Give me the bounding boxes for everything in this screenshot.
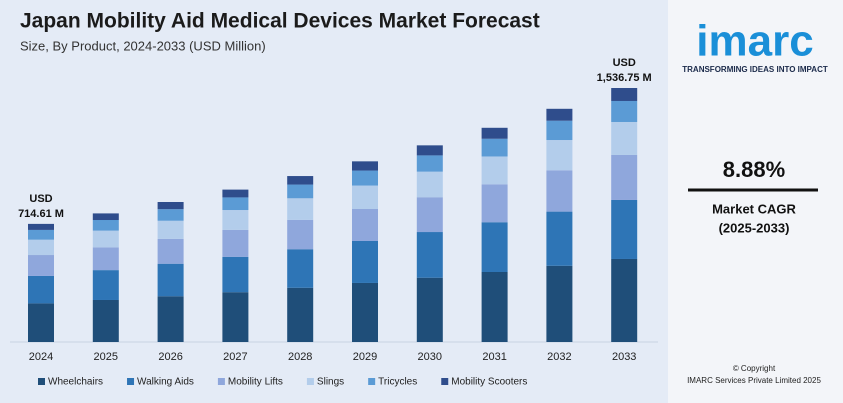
legend-label: Walking Aids bbox=[137, 377, 194, 388]
bar-segment bbox=[157, 296, 184, 342]
legend-label: Mobility Lifts bbox=[228, 377, 283, 388]
chart-subtitle: Size, By Product, 2024-2033 (USD Million… bbox=[20, 38, 266, 53]
legend-swatch bbox=[306, 378, 314, 385]
tagline: TRANSFORMING IDEAS INTO IMPACT bbox=[682, 65, 828, 74]
bar-segment bbox=[92, 270, 119, 300]
bar-segment bbox=[546, 170, 573, 212]
bar-segment bbox=[28, 223, 54, 230]
bar-segment bbox=[222, 292, 249, 342]
bar-segment bbox=[352, 282, 378, 342]
bar-segment bbox=[287, 219, 314, 250]
bar-segment bbox=[157, 202, 184, 210]
bar-segment bbox=[157, 238, 184, 264]
bar-segment bbox=[352, 170, 378, 186]
bar-segment bbox=[287, 249, 314, 288]
bar-segment bbox=[546, 265, 573, 342]
legend-swatch bbox=[38, 378, 45, 385]
bar-segment bbox=[416, 171, 443, 198]
x-tick-label: 2027 bbox=[223, 351, 247, 363]
total-label: 1,536.75 M bbox=[597, 72, 652, 84]
sidebar-background bbox=[668, 0, 843, 403]
bar-segment bbox=[546, 140, 573, 171]
bar-segment bbox=[287, 184, 314, 199]
bar-segment bbox=[481, 184, 508, 223]
bar-segment bbox=[416, 197, 443, 233]
legend-swatch bbox=[368, 378, 376, 385]
bar-segment bbox=[222, 189, 249, 198]
bar-segment bbox=[28, 275, 54, 304]
x-tick-label: 2026 bbox=[158, 351, 182, 363]
bar-segment bbox=[222, 229, 249, 257]
bar-segment bbox=[611, 199, 638, 259]
bar-segment bbox=[481, 127, 508, 139]
legend-swatch bbox=[127, 378, 135, 385]
legend-swatch bbox=[441, 378, 449, 385]
bar-segment bbox=[546, 108, 573, 121]
legend-swatch bbox=[217, 378, 225, 385]
bar-segment bbox=[157, 220, 184, 239]
bar-segment bbox=[28, 255, 54, 276]
bar-segment bbox=[157, 209, 184, 221]
total-label: USD bbox=[29, 193, 52, 205]
legend-label: Slings bbox=[317, 377, 344, 388]
bar-segment bbox=[352, 161, 378, 171]
bar-segment bbox=[222, 197, 249, 211]
bar-segment bbox=[481, 138, 508, 157]
x-tick-label: 2029 bbox=[353, 351, 377, 363]
bar-segment bbox=[92, 213, 119, 221]
company: IMARC Services Private Limited 2025 bbox=[687, 376, 821, 385]
bar-segment bbox=[546, 211, 573, 266]
bar-segment bbox=[611, 88, 638, 101]
bar-segment bbox=[481, 272, 508, 342]
bar-segment bbox=[611, 121, 638, 155]
bar-segment bbox=[611, 154, 638, 200]
bar-segment bbox=[416, 145, 443, 156]
bar-segment bbox=[92, 230, 119, 248]
bar-segment bbox=[611, 258, 638, 342]
x-tick-label: 2024 bbox=[29, 351, 53, 363]
bar-segment bbox=[92, 220, 119, 231]
x-tick-label: 2028 bbox=[288, 351, 312, 363]
bar-segment bbox=[416, 277, 443, 342]
bar-segment bbox=[287, 176, 314, 185]
bar-segment bbox=[157, 263, 184, 297]
bar-segment bbox=[611, 100, 638, 122]
legend-label: Mobility Scooters bbox=[451, 377, 527, 388]
logo: imarc bbox=[696, 17, 813, 66]
bar-segment bbox=[352, 185, 378, 209]
bar-segment bbox=[546, 120, 573, 141]
bar-segment bbox=[222, 256, 249, 293]
bar-segment bbox=[287, 198, 314, 220]
total-label: 714.61 M bbox=[18, 208, 64, 220]
cagr-label: Market CAGR bbox=[712, 201, 796, 216]
bar-segment bbox=[352, 208, 378, 241]
bar-segment bbox=[28, 229, 54, 240]
bar-segment bbox=[481, 156, 508, 185]
total-label: USD bbox=[613, 57, 636, 69]
bar-segment bbox=[92, 247, 119, 271]
bar-segment bbox=[352, 240, 378, 283]
x-tick-label: 2030 bbox=[418, 351, 442, 363]
bar-segment bbox=[481, 222, 508, 273]
x-tick-label: 2031 bbox=[482, 351, 506, 363]
legend-label: Tricycles bbox=[378, 377, 417, 388]
chart-title: Japan Mobility Aid Medical Devices Marke… bbox=[20, 10, 540, 33]
copyright: © Copyright bbox=[733, 364, 776, 373]
bar-segment bbox=[28, 303, 54, 342]
legend-label: Wheelchairs bbox=[48, 377, 103, 388]
bar-segment bbox=[416, 232, 443, 278]
x-tick-label: 2033 bbox=[612, 351, 636, 363]
cagr-period: (2025-2033) bbox=[719, 220, 790, 235]
x-tick-label: 2032 bbox=[547, 351, 571, 363]
bar-segment bbox=[416, 155, 443, 172]
x-tick-label: 2025 bbox=[94, 351, 118, 363]
cagr-value: 8.88% bbox=[723, 157, 785, 182]
bar-segment bbox=[287, 287, 314, 342]
bar-segment bbox=[92, 299, 119, 342]
bar-segment bbox=[28, 239, 54, 256]
bar-segment bbox=[222, 210, 249, 230]
